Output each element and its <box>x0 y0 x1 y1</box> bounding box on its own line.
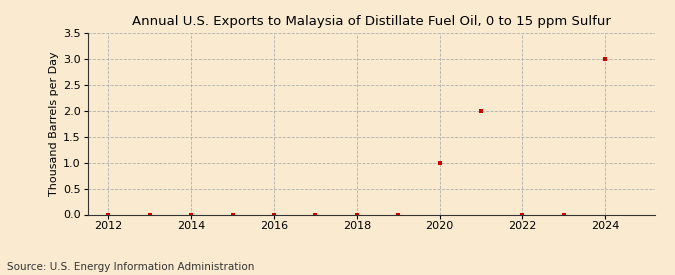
Text: Source: U.S. Energy Information Administration: Source: U.S. Energy Information Administ… <box>7 262 254 272</box>
Title: Annual U.S. Exports to Malaysia of Distillate Fuel Oil, 0 to 15 ppm Sulfur: Annual U.S. Exports to Malaysia of Disti… <box>132 15 611 28</box>
Y-axis label: Thousand Barrels per Day: Thousand Barrels per Day <box>49 51 59 196</box>
